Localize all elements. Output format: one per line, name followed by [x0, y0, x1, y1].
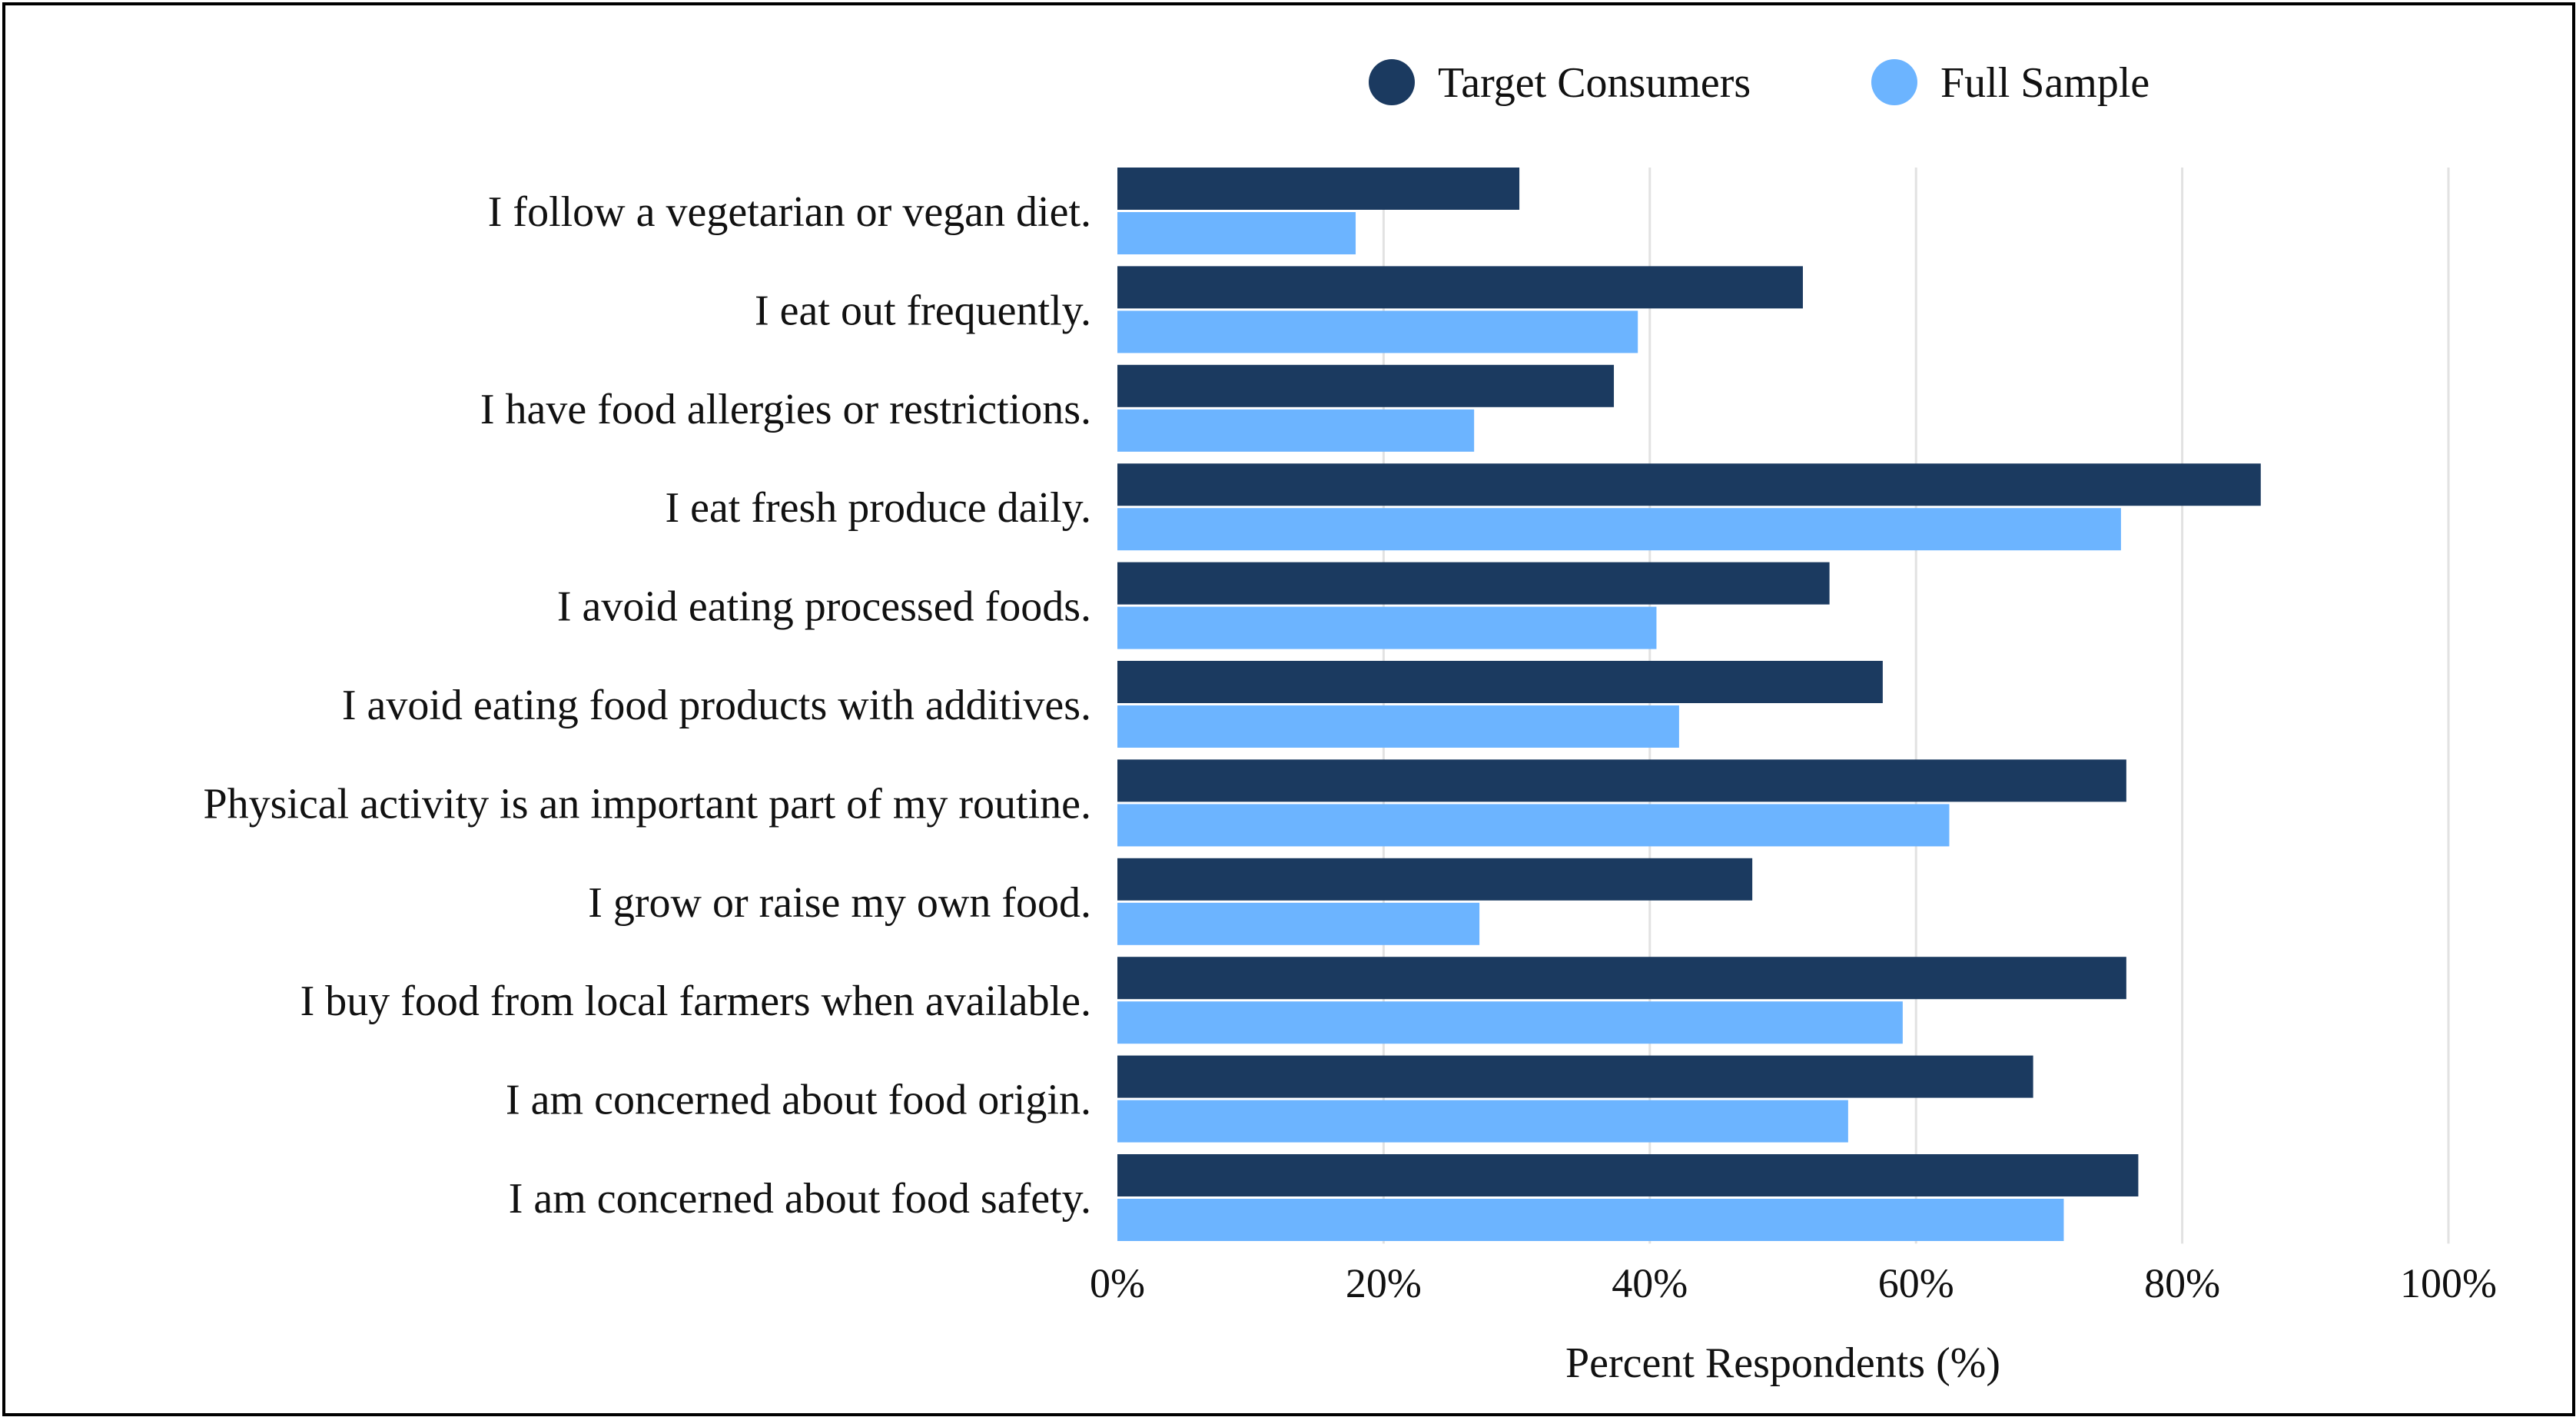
- legend-label: Target Consumers: [1438, 59, 1751, 107]
- category-label: I grow or raise my own food.: [588, 879, 1091, 927]
- category-label: I am concerned about food origin.: [506, 1077, 1091, 1124]
- bar-target-consumers: [1117, 957, 2126, 1000]
- bar-full-sample: [1117, 310, 1638, 353]
- bar-full-sample: [1117, 1100, 1848, 1143]
- x-tick-label: 0%: [1090, 1260, 1145, 1306]
- bar-full-sample: [1117, 409, 1475, 452]
- bar-target-consumers: [1117, 562, 1830, 605]
- category-label: I avoid eating food products with additi…: [342, 682, 1091, 729]
- bar-full-sample: [1117, 705, 1679, 748]
- bar-target-consumers: [1117, 759, 2126, 802]
- category-label: Physical activity is an important part o…: [203, 780, 1091, 828]
- category-label: I eat fresh produce daily.: [665, 484, 1091, 532]
- bar-full-sample: [1117, 606, 1657, 649]
- bar-target-consumers: [1117, 661, 1883, 703]
- x-tick-label: 40%: [1612, 1260, 1688, 1306]
- bar-target-consumers: [1117, 168, 1520, 210]
- bar-full-sample: [1117, 902, 1480, 945]
- category-label: I eat out frequently.: [755, 287, 1091, 334]
- x-tick-label: 20%: [1346, 1260, 1422, 1306]
- bar-full-sample: [1117, 804, 1950, 847]
- bar-target-consumers: [1117, 858, 1753, 901]
- bar-target-consumers: [1117, 1154, 2139, 1196]
- bar-target-consumers: [1117, 463, 2261, 506]
- x-tick-label: 60%: [1878, 1260, 1954, 1306]
- bar-full-sample: [1117, 212, 1356, 254]
- legend-label: Full Sample: [1940, 59, 2149, 107]
- x-tick-label: 100%: [2400, 1260, 2497, 1306]
- bar-target-consumers: [1117, 364, 1615, 407]
- bar-full-sample: [1117, 1199, 2064, 1241]
- category-label: I avoid eating processed foods.: [557, 583, 1091, 631]
- category-label: I follow a vegetarian or vegan diet.: [488, 188, 1091, 236]
- x-tick-label: 80%: [2144, 1260, 2220, 1306]
- bar-full-sample: [1117, 1001, 1903, 1044]
- bar-target-consumers: [1117, 266, 1803, 309]
- category-label: I am concerned about food safety.: [509, 1175, 1091, 1223]
- x-axis-title: Percent Respondents (%): [1565, 1339, 2000, 1387]
- category-label: I have food allergies or restrictions.: [480, 386, 1091, 433]
- legend-marker: [1871, 59, 1917, 105]
- legend-marker: [1369, 59, 1415, 105]
- category-label: I buy food from local farmers when avail…: [300, 977, 1091, 1025]
- bar-target-consumers: [1117, 1055, 2033, 1098]
- bar-full-sample: [1117, 508, 2121, 551]
